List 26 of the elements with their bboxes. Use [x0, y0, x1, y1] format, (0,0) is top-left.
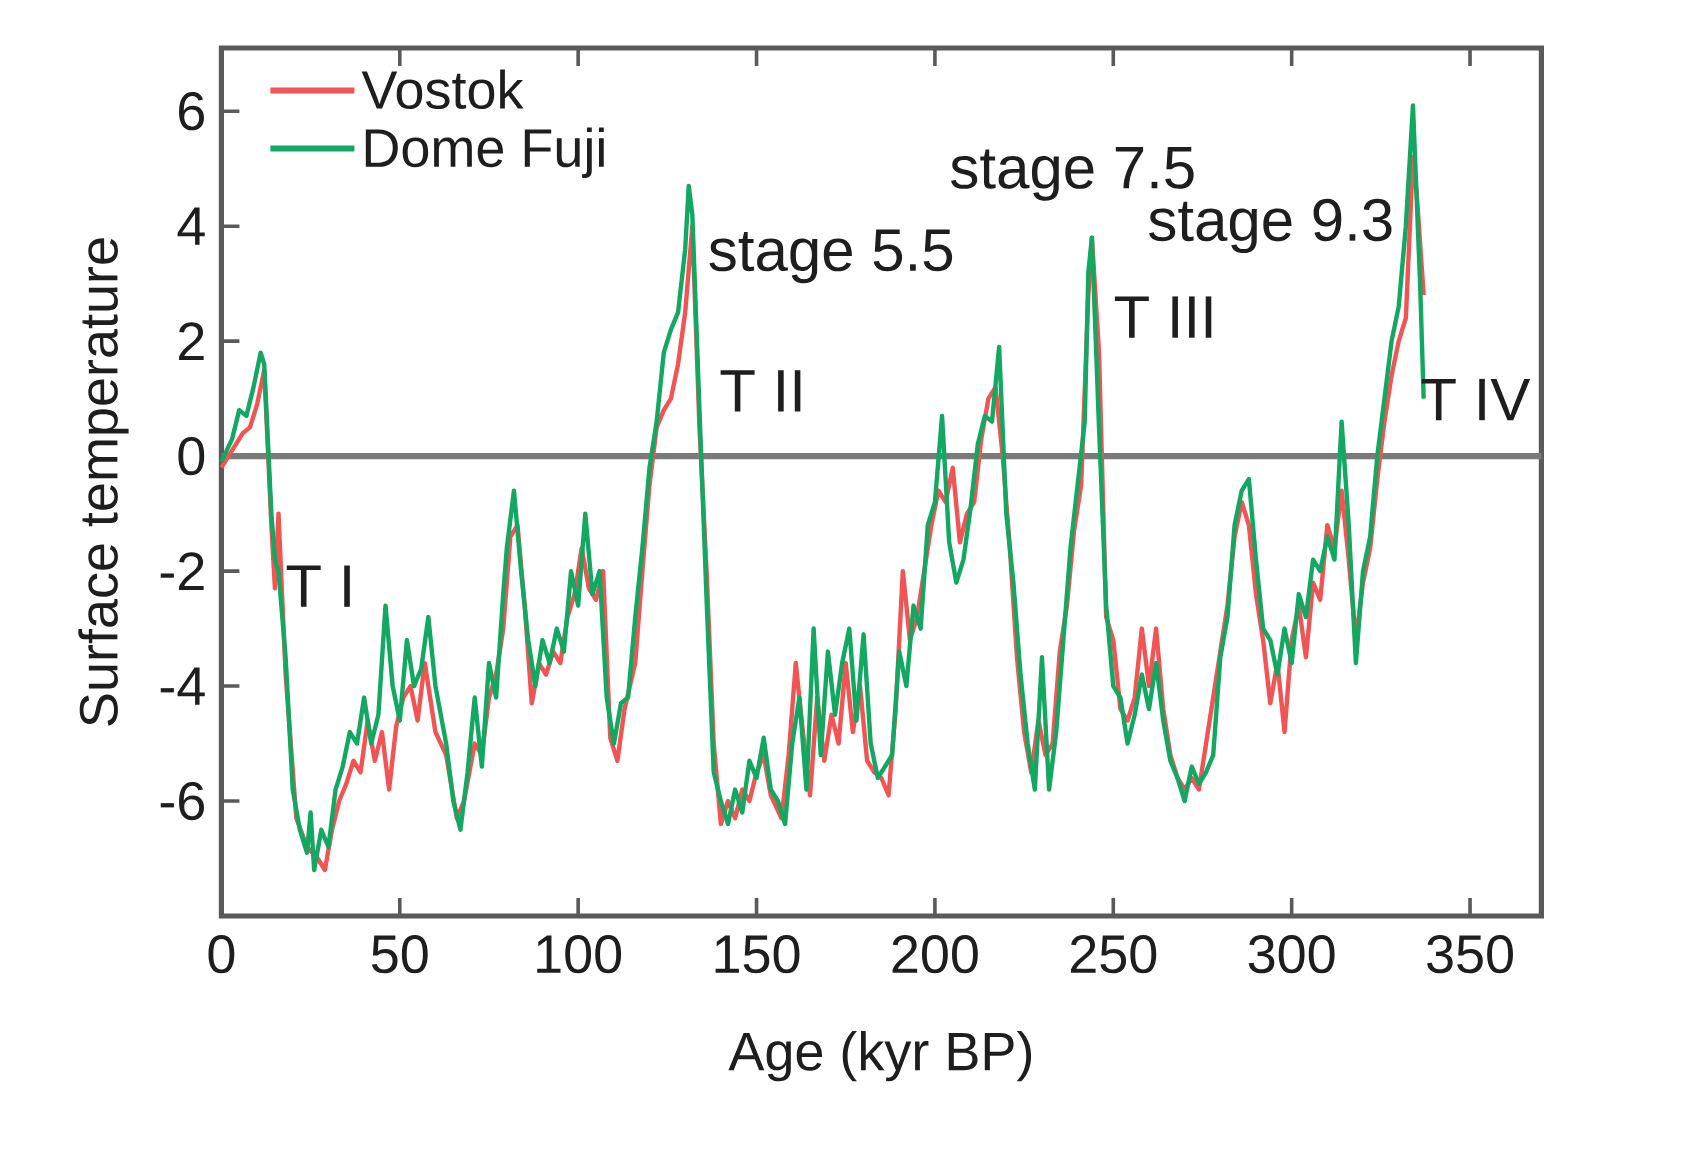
x-tick-label: 300	[1248, 935, 1335, 974]
x-tick-label: 150	[715, 935, 800, 974]
x-axis-title: Age (kyr BP)	[728, 1031, 1032, 1082]
annotation: stage 9.3	[1149, 198, 1392, 254]
y-tick-label: 2	[179, 322, 204, 361]
annotation: T IV	[1421, 378, 1531, 421]
x-tick-label: 250	[1070, 935, 1157, 974]
annotation: T I	[286, 565, 350, 607]
y-tick-label: -6	[160, 781, 204, 821]
legend-label: Dome Fuji	[365, 127, 604, 178]
annotation: T III	[1114, 296, 1212, 338]
y-tick-label: -4	[160, 667, 205, 705]
annotation: stage 7.5	[951, 147, 1194, 201]
y-tick-label: 4	[177, 207, 205, 245]
x-tick-label: 350	[1427, 935, 1513, 974]
x-tick-label: 50	[371, 935, 428, 974]
x-tick-label: 0	[208, 935, 235, 974]
legend-label: Vostok	[361, 69, 524, 110]
annotation: T II	[720, 370, 801, 412]
annotation: stage 5.5	[709, 229, 953, 284]
y-tick-label: -2	[160, 552, 204, 590]
y-axis-title: Surface temperature	[78, 238, 129, 726]
y-tick-label: 0	[178, 437, 205, 476]
x-tick-label: 100	[537, 935, 622, 974]
y-tick-label: 6	[179, 92, 204, 131]
x-tick-label: 200	[892, 935, 978, 974]
